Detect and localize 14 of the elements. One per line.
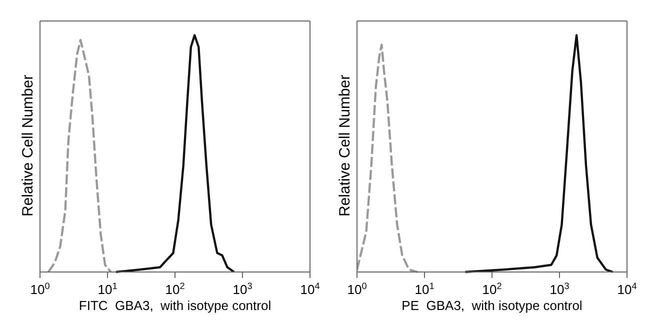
x-tick-label: 10$^{1}$ — [414, 281, 434, 297]
x-tick-label: 10$^{0}$ — [30, 281, 50, 297]
x-axis-title: PE GBA3, with isotype control — [402, 298, 582, 313]
y-axis-title: Relative Cell Number — [19, 74, 36, 216]
x-tick-label: 10$^{4}$ — [617, 281, 637, 297]
y-axis-title: Relative Cell Number — [336, 74, 354, 216]
x-tick-label: 10$^{4}$ — [300, 281, 320, 297]
x-axis-title: FITC GBA3, with isotype control — [78, 298, 272, 313]
x-tick-label: 10$^{1}$ — [98, 281, 118, 297]
x-tick-label: 10$^{3}$ — [550, 281, 570, 297]
x-tick-label: 10$^{3}$ — [232, 281, 252, 297]
x-tick-label: 10$^{0}$ — [347, 281, 367, 297]
x-tick-label: 10$^{2}$ — [165, 281, 185, 297]
x-tick-label: 10$^{2}$ — [482, 281, 502, 297]
